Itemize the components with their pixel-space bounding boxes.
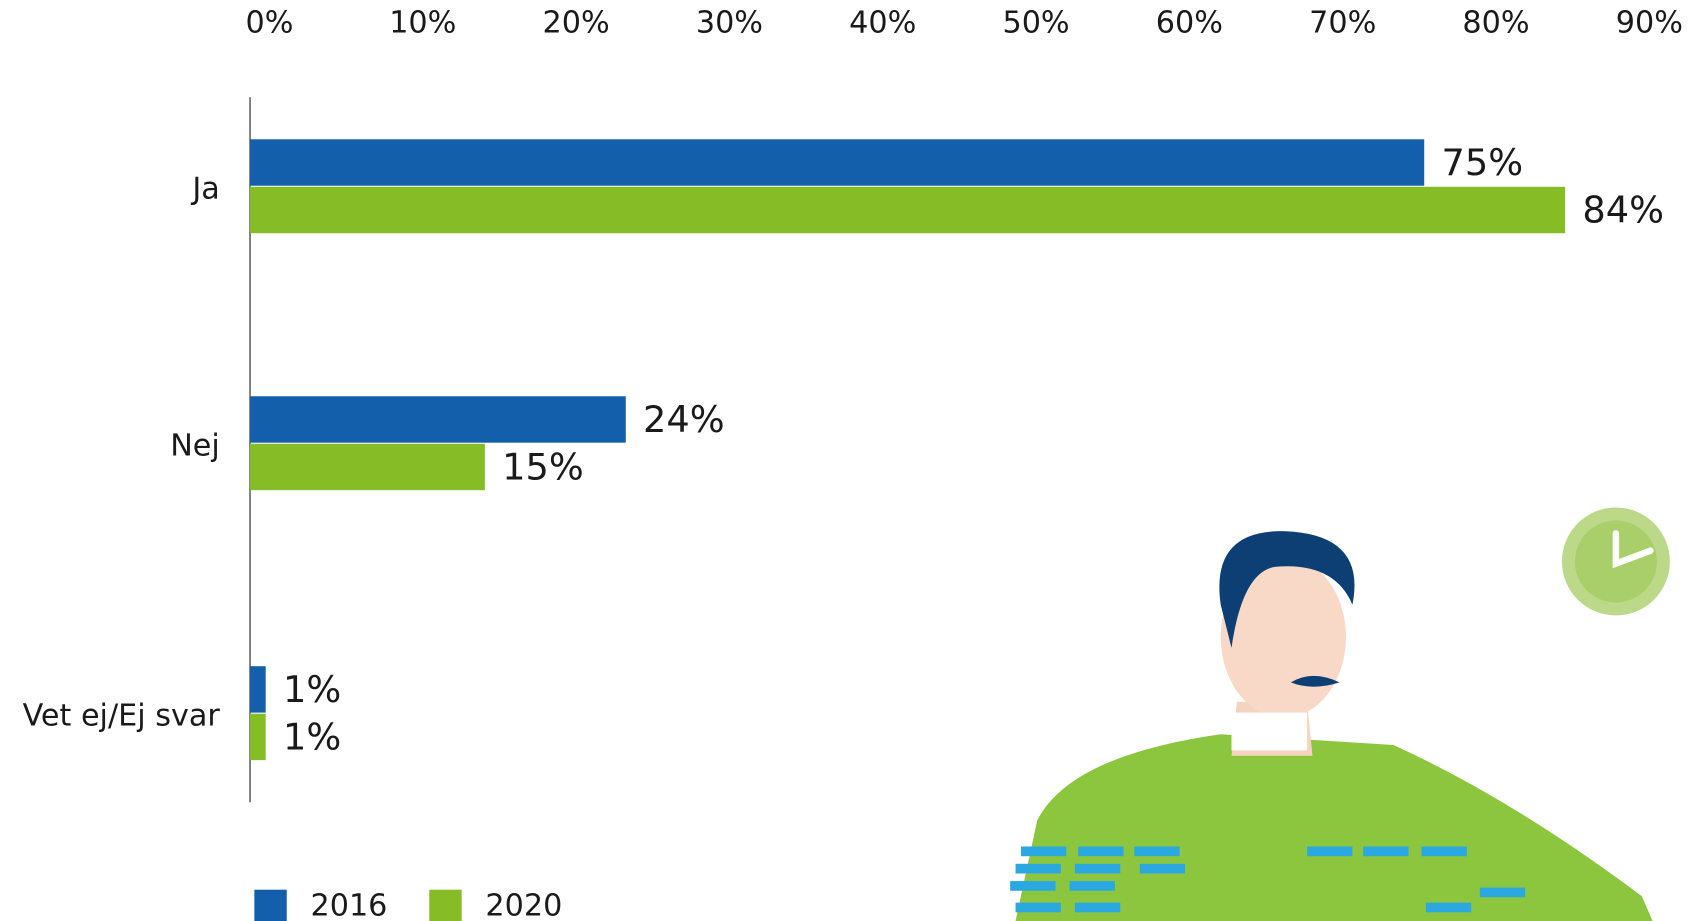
bar <box>250 396 626 443</box>
value-label: 24% <box>643 398 725 441</box>
x-tick-label: 50% <box>1002 5 1069 40</box>
y-tick-label: Nej <box>170 429 220 464</box>
x-tick-label: 60% <box>1156 5 1223 40</box>
bar <box>250 666 266 713</box>
value-label: 84% <box>1582 189 1664 232</box>
x-tick-label: 30% <box>696 5 763 40</box>
value-label: 15% <box>502 446 584 489</box>
illustration <box>1010 507 1670 921</box>
legend-label: 2016 <box>310 888 387 921</box>
bar <box>250 713 266 761</box>
x-tick-label: 80% <box>1462 5 1529 40</box>
x-tick-label: 40% <box>849 5 916 40</box>
y-tick-label: Vet ej/Ej svar <box>23 698 221 733</box>
x-tick-label: 10% <box>389 5 456 40</box>
legend-label: 2020 <box>485 888 562 921</box>
value-label: 75% <box>1442 141 1524 184</box>
x-tick-label: 20% <box>543 5 610 40</box>
bar <box>250 139 1425 186</box>
x-tick-label: 0% <box>245 5 293 40</box>
legend-swatch <box>429 889 462 921</box>
bar <box>250 443 485 491</box>
x-tick-label: 90% <box>1616 5 1683 40</box>
bar <box>250 186 1566 234</box>
x-tick-label: 70% <box>1309 5 1376 40</box>
y-tick-label: Ja <box>190 172 219 207</box>
legend-swatch <box>254 889 287 921</box>
value-label: 1% <box>283 668 341 711</box>
value-label: 1% <box>283 716 341 759</box>
